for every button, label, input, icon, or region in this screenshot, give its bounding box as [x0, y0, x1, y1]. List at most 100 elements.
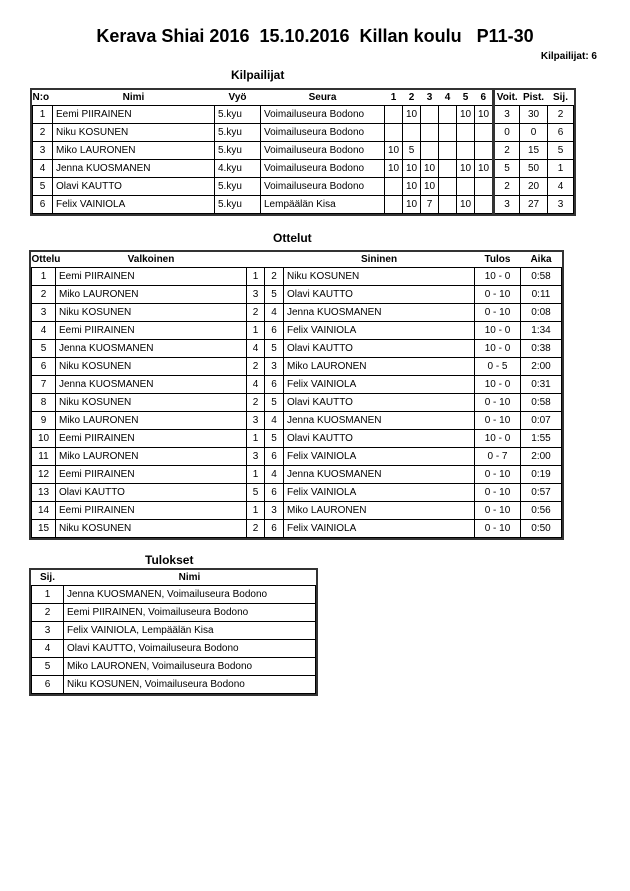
table-cell: 10 [456, 105, 475, 124]
table-cell: Olavi KAUTTO [283, 429, 475, 448]
table-cell: Niku KOSUNEN [55, 357, 247, 376]
table-cell: 0:38 [520, 339, 562, 358]
table-cell: 15 [31, 519, 56, 538]
table-cell: 11 [31, 447, 56, 466]
table-cell: 0:11 [520, 285, 562, 304]
table-cell: 10 - 0 [474, 375, 521, 394]
table-cell: Niku KOSUNEN [55, 393, 247, 412]
table-cell: 0 - 10 [474, 519, 521, 538]
table-cell: 1 [246, 267, 265, 286]
table-cell: 4 [547, 177, 574, 196]
table-cell [474, 141, 494, 160]
table-cell: 0 - 10 [474, 483, 521, 502]
table-cell: 5.kyu [214, 195, 261, 214]
column-header: 5 [462, 92, 469, 103]
table-cell: 6 [547, 123, 574, 142]
table-row: 11 Miko LAURONEN 3 6 Felix VAINIOLA 0 - 7 2:00 [31, 447, 562, 466]
table-cell: 2:00 [520, 357, 562, 376]
table-cell: Niku KOSUNEN [283, 267, 475, 286]
table-row: 5 Olavi KAUTTO 5.kyu Voimailuseura Bodono 10… [32, 177, 574, 196]
table-cell: Voimailuseura Bodono [260, 177, 385, 196]
table-cell: 6 [264, 519, 284, 538]
table-row: 1 Jenna KUOSMANEN, Voimailuseura Bodono [31, 585, 316, 604]
table-cell: 5 [246, 483, 265, 502]
table-cell: 5 [264, 285, 284, 304]
table-cell: 10 - 0 [474, 339, 521, 358]
table-cell: 0:31 [520, 375, 562, 394]
table-cell: Olavi KAUTTO [52, 177, 215, 196]
table-cell: Felix VAINIOLA [283, 519, 475, 538]
table-cell: 5.kyu [214, 123, 261, 142]
table-row: 6 Niku KOSUNEN 2 3 Miko LAURONEN 0 - 5 2:00 [31, 357, 562, 376]
table-row: 6 Felix VAINIOLA 5.kyu Lempäälän Kisa 10 7 10 3… [32, 195, 574, 214]
table-cell: 3 [246, 285, 265, 304]
table-cell: 10 - 0 [474, 267, 521, 286]
page-title: Kerava Shiai 2016 15.10.2016 Killan koul… [96, 26, 534, 46]
table-cell: Jenna KUOSMANEN, Voimailuseura Bodono [63, 585, 316, 604]
column-header: Nimi [178, 572, 201, 583]
table-cell: 4 [264, 465, 284, 484]
matches-table: Ottelu Valkoinen Sininen Tulos Aika 1 Eemi PII… [29, 250, 564, 540]
column-header: 6 [480, 92, 487, 103]
column-header: Sininen [360, 254, 398, 265]
table-row: 14 Eemi PIIRAINEN 1 3 Miko LAURONEN 0 - 10 0:5… [31, 501, 562, 520]
table-cell: 10 [456, 159, 475, 178]
table-cell: 3 [32, 141, 53, 160]
table-row: 12 Eemi PIIRAINEN 1 4 Jenna KUOSMANEN 0 - 10 0… [31, 465, 562, 484]
table-cell: 0 - 10 [474, 393, 521, 412]
column-header [265, 252, 284, 268]
table-cell: 5 [31, 339, 56, 358]
column-header: Nimi [122, 92, 145, 103]
table-row: 3 Miko LAURONEN 5.kyu Voimailuseura Bodono 1… [32, 141, 574, 160]
table-cell: 1 [246, 321, 265, 340]
table-cell: 2 [246, 357, 265, 376]
table-cell: 4 [264, 303, 284, 322]
table-row: 9 Miko LAURONEN 3 4 Jenna KUOSMANEN 0 - 10 0:0… [31, 411, 562, 430]
table-cell: Voimailuseura Bodono [260, 141, 385, 160]
table-cell [474, 123, 494, 142]
table-cell: 2 [246, 303, 265, 322]
table-cell: Felix VAINIOLA [283, 321, 475, 340]
table-row: 4 Eemi PIIRAINEN 1 6 Felix VAINIOLA 10 - 0 1:3… [31, 321, 562, 340]
matches-heading: Ottelut [273, 231, 312, 245]
table-cell [420, 105, 439, 124]
table-cell: 0:07 [520, 411, 562, 430]
table-cell: 2 [246, 393, 265, 412]
table-cell: 50 [519, 159, 548, 178]
table-cell: 0 - 10 [474, 285, 521, 304]
table-cell [456, 123, 475, 142]
table-cell: 0:58 [520, 393, 562, 412]
table-cell [474, 177, 494, 196]
table-row: 4 Jenna KUOSMANEN 4.kyu Voimailuseura Bodon… [32, 159, 574, 178]
table-cell: 1 [547, 159, 574, 178]
table-cell: 12 [31, 465, 56, 484]
table-cell: 3 [246, 411, 265, 430]
table-row: 7 Jenna KUOSMANEN 4 6 Felix VAINIOLA 10 - 0 0:… [31, 375, 562, 394]
table-cell: 1:34 [520, 321, 562, 340]
table-cell: 15 [519, 141, 548, 160]
table-cell: 1 [31, 585, 64, 604]
table-cell: 4 [246, 339, 265, 358]
table-cell: 3 [264, 357, 284, 376]
table-cell: 6 [31, 357, 56, 376]
table-cell: 6 [31, 675, 64, 694]
table-cell: Felix VAINIOLA [283, 375, 475, 394]
table-cell [438, 159, 457, 178]
table-cell: Eemi PIIRAINEN [55, 501, 247, 520]
table-cell: 0 - 10 [474, 501, 521, 520]
table-cell: 5 [264, 429, 284, 448]
table-row: 10 Eemi PIIRAINEN 1 5 Olavi KAUTTO 10 - 0 1:55 [31, 429, 562, 448]
table-cell: Miko LAURONEN [55, 411, 247, 430]
table-cell: 5.kyu [214, 177, 261, 196]
table-cell: Olavi KAUTTO [283, 339, 475, 358]
table-cell: 6 [264, 321, 284, 340]
table-cell: Niku KOSUNEN [55, 519, 247, 538]
table-cell: 0:57 [520, 483, 562, 502]
table-cell: Miko LAURONEN [283, 357, 475, 376]
table-cell: Jenna KUOSMANEN [283, 411, 475, 430]
table-row: 1 Eemi PIIRAINEN 1 2 Niku KOSUNEN 10 - 0 0:58 [31, 267, 562, 286]
table-cell: 6 [32, 195, 53, 214]
table-cell: 0 [519, 123, 548, 142]
table-cell [384, 105, 403, 124]
